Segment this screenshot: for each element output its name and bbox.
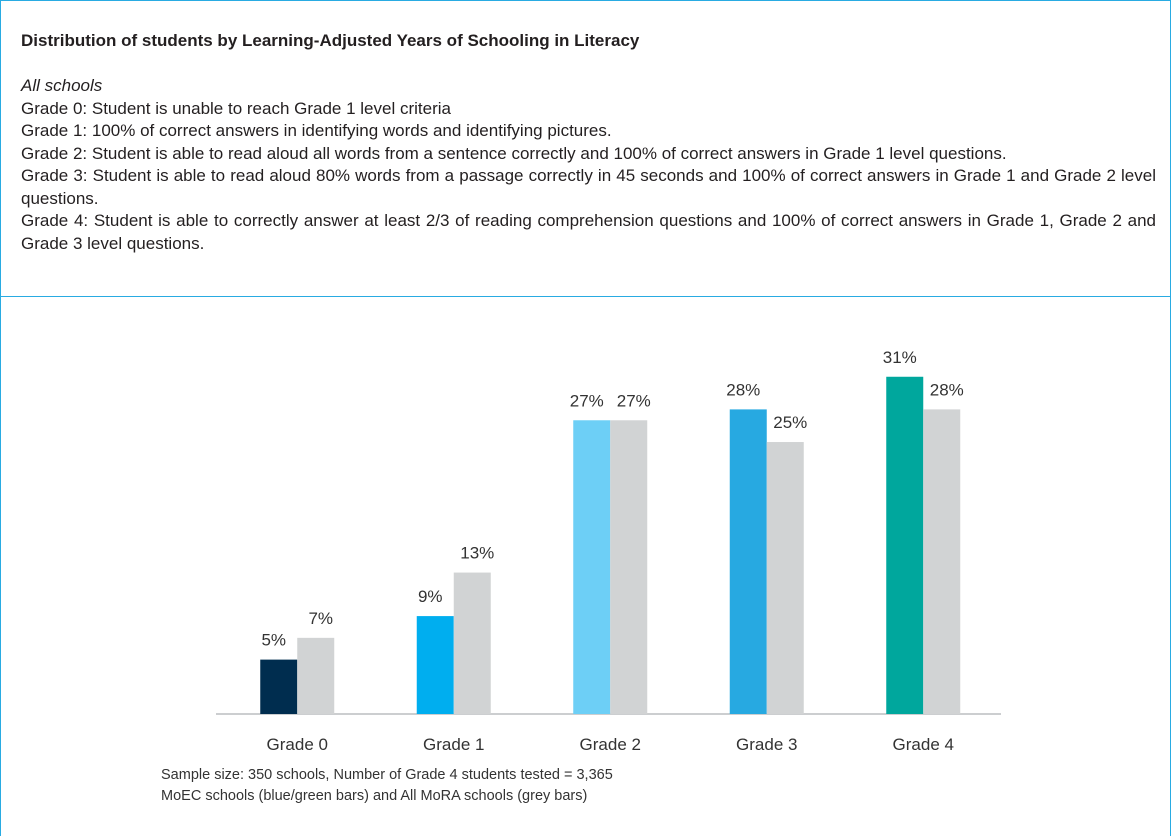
data-label: 28% <box>930 380 964 399</box>
bar <box>886 376 924 714</box>
data-label: 31% <box>883 348 917 367</box>
description-line: Grade 0: Student is unable to reach Grad… <box>21 98 451 118</box>
data-label: 28% <box>726 380 760 399</box>
chart: Grade 0 5% 7% Grade 1 9% 13% Grade 2 27% 27% Grad… <box>161 348 1001 804</box>
x-tick-label: Grade 4 <box>893 735 954 754</box>
data-label: 25% <box>773 413 807 432</box>
data-label: 5% <box>261 631 286 650</box>
header: Distribution of students by Learning-Adj… <box>1 1 1170 297</box>
description: Grade 0: Student is unable to reach Grad… <box>21 98 1156 256</box>
footnote: Sample size: 350 schools, Number of Grad… <box>161 767 613 783</box>
bar <box>573 420 611 714</box>
description-line: Grade 3: Student is able to read aloud 8… <box>21 166 1156 208</box>
footnote: MoEC schools (blue/green bars) and All M… <box>161 788 587 804</box>
x-tick-label: Grade 0 <box>267 735 328 754</box>
bar <box>297 637 335 714</box>
bar <box>416 616 454 714</box>
subtitle: All schools <box>21 76 103 95</box>
bar <box>923 409 961 714</box>
data-label: 27% <box>570 391 604 410</box>
data-label: 13% <box>460 544 494 563</box>
chart-title: Distribution of students by Learning-Adj… <box>21 31 640 50</box>
bar <box>766 442 804 714</box>
x-tick-label: Grade 1 <box>423 735 484 754</box>
x-tick-label: Grade 3 <box>736 735 797 754</box>
description-line: Grade 4: Student is able to correctly an… <box>21 211 1156 253</box>
description-line: Grade 2: Student is able to read aloud a… <box>21 143 1007 163</box>
bar <box>260 659 298 714</box>
data-label: 27% <box>617 391 651 410</box>
bar <box>453 572 491 714</box>
bar <box>729 409 767 714</box>
data-label: 9% <box>418 587 443 606</box>
data-label: 7% <box>308 609 333 628</box>
description-line: Grade 1: 100% of correct answers in iden… <box>21 121 612 140</box>
bar <box>610 420 648 714</box>
x-tick-label: Grade 2 <box>580 735 641 754</box>
